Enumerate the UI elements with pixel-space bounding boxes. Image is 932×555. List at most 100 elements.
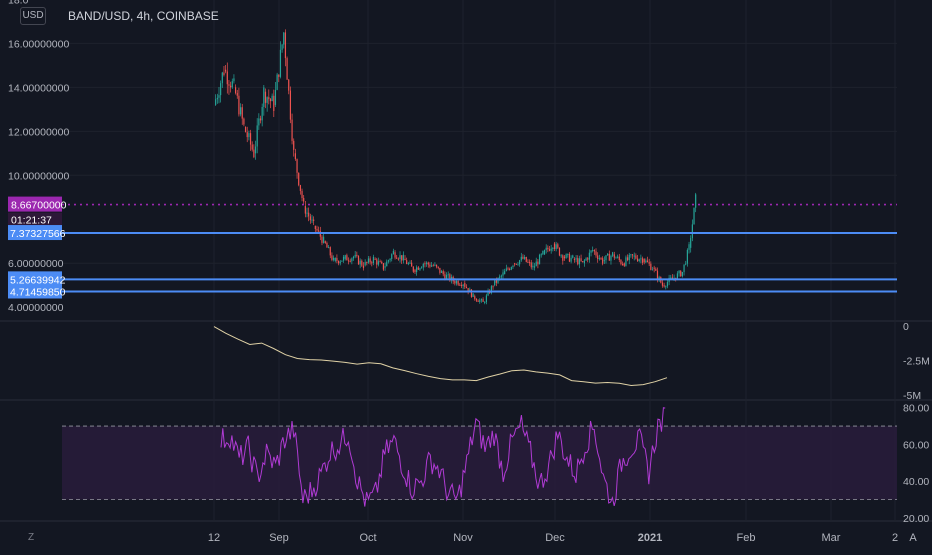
candle-body [220,83,222,96]
x-tick-label: Feb [737,532,756,544]
candle-body [367,258,370,263]
candle-body [251,144,253,150]
candle-body [678,270,680,274]
zoom-reset-icon[interactable]: Z [28,532,34,543]
y-tick-label: 6.00000000 [8,258,64,270]
candle-body [681,271,683,277]
candle-body [550,248,552,251]
level-label: 5.26639942 [10,274,66,286]
candle-body [394,252,396,258]
y-tick-label: 12.00000000 [8,126,69,138]
candle-body [560,255,562,257]
candle-body [690,238,692,248]
candle-body [693,207,695,225]
candle-body [308,212,310,217]
candle-body [472,293,474,297]
y-tick-label: 4.00000000 [8,302,64,314]
candle-body [281,44,283,50]
indicator-line [213,326,668,387]
candle-body [339,261,341,264]
candle-body [538,254,541,265]
candle-body [527,261,529,263]
candle-body [457,280,459,285]
candle-body [377,261,380,265]
candle-body [688,244,690,250]
candle-body [392,250,394,255]
candle-body [548,249,551,251]
candle-body [645,260,647,263]
candle-body [416,267,418,273]
candle-body [326,242,328,248]
candle-body [309,216,311,221]
candle-body [253,149,255,158]
candle-body [605,255,607,261]
candle-body [552,247,554,249]
candle-body [294,153,296,160]
candle-body [399,255,401,259]
candle-body [230,85,232,88]
x-tick-label: 2021 [638,532,662,544]
candle-body [494,280,496,286]
candle-body [241,107,243,119]
candle-body [366,262,368,264]
candle-body [509,268,511,270]
candle-body [625,257,627,266]
candle-body [671,277,674,279]
candle-body [515,263,517,265]
candle-body [470,289,473,297]
candle-body [454,280,456,284]
candle-body [261,107,263,121]
candle-body [670,277,672,279]
candle-body [449,274,451,281]
candle-body [557,244,559,248]
candle-body [374,258,376,260]
candle-body [665,286,667,288]
candle-body [447,274,449,276]
candle-body [226,71,228,85]
candle-body [407,263,409,265]
candle-body [673,277,675,279]
candle-body [268,97,270,100]
y-tick-label: 14.00000000 [8,82,69,94]
candle-body [646,260,649,263]
candle-body [490,286,492,294]
auto-scale-icon[interactable]: A [909,532,917,544]
candle-body [286,58,288,80]
candle-body [495,280,497,283]
candle-body [336,258,338,261]
candle-body [650,263,652,270]
candle-body [266,97,268,103]
candle-body [651,269,654,271]
candle-body [474,296,476,299]
candle-body [401,255,403,261]
candle-body [618,256,620,260]
candle-body [289,90,292,120]
candle-body [283,32,285,45]
currency-button[interactable]: USD [20,7,46,25]
candle-body [231,81,233,88]
candle-body [563,256,566,259]
candle-body [341,260,343,262]
candle-body [284,32,287,59]
x-tick-label: Oct [359,532,376,544]
candle-body [484,301,486,303]
candle-body [429,264,431,267]
candle-body [239,107,242,115]
candle-body [296,159,298,173]
candle-body [612,252,614,256]
candle-body [520,256,522,261]
candle-body [553,243,556,250]
candle-body [344,255,346,259]
candle-body [278,74,280,77]
candle-body [656,270,659,280]
candle-body [406,260,408,265]
candle-body [391,254,393,259]
candle-body [354,254,356,257]
candle-body [620,259,622,264]
candle-body [595,251,597,256]
candle-body [440,271,443,273]
candle-body [376,259,378,265]
candle-body [545,247,547,251]
